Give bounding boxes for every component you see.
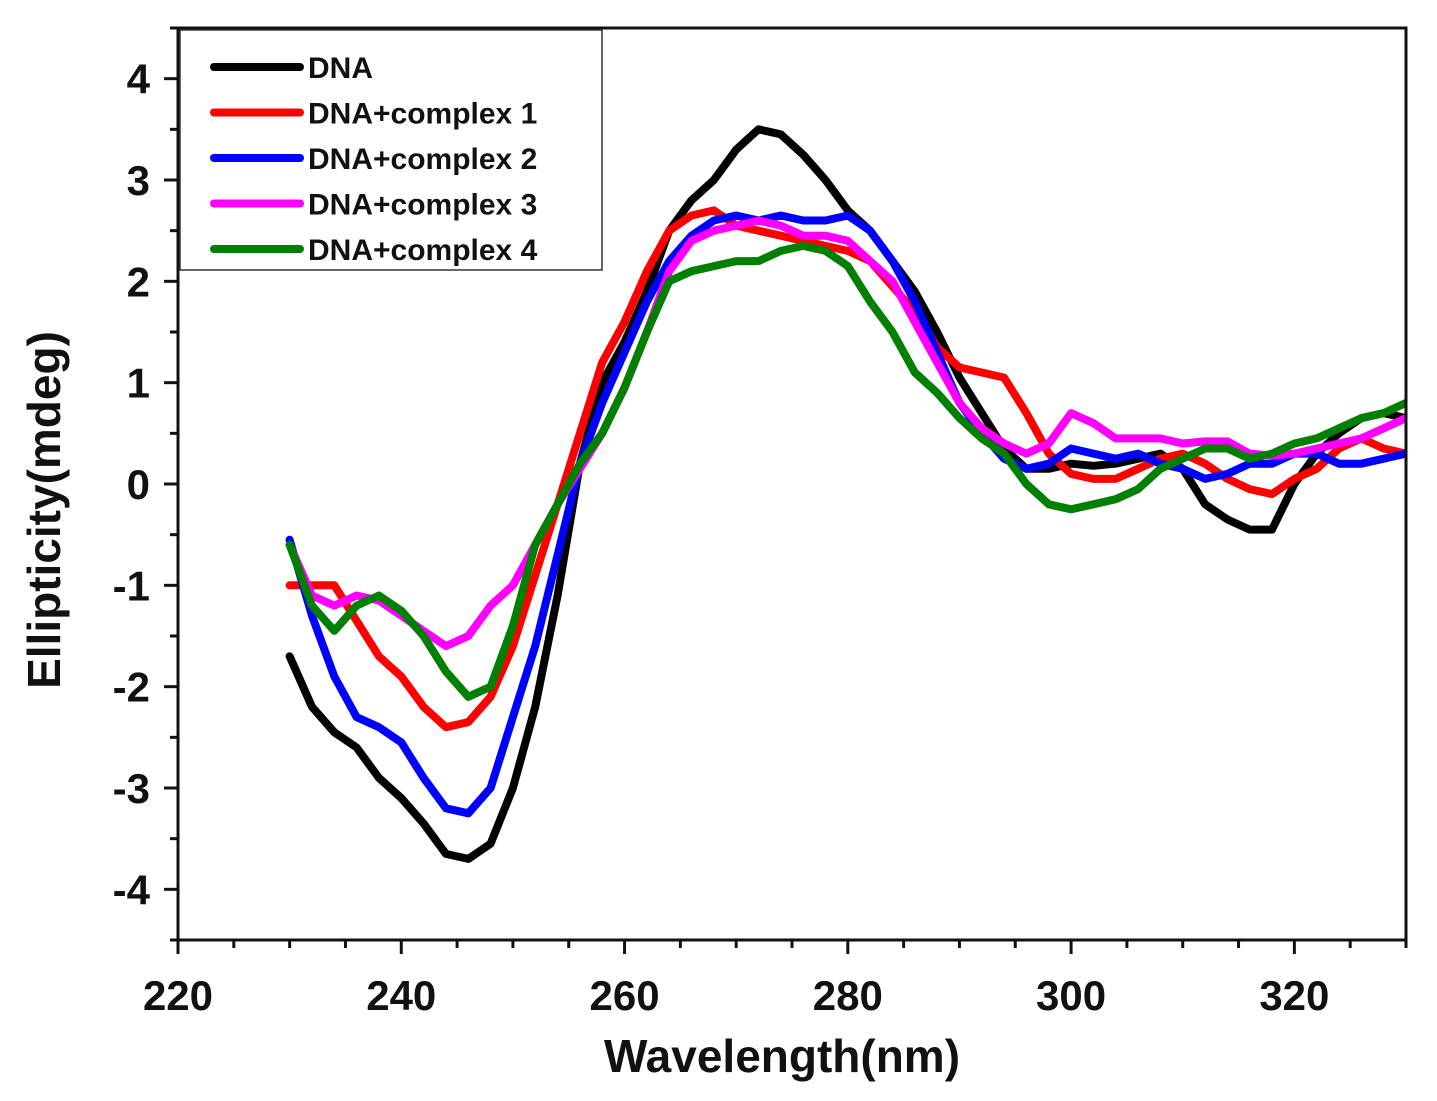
y-tick-label: -2 xyxy=(113,664,150,711)
legend-label: DNA+complex 4 xyxy=(308,234,538,267)
y-tick-label: -4 xyxy=(113,866,151,913)
legend-label: DNA+complex 3 xyxy=(308,189,537,222)
series-line-3 xyxy=(285,211,1406,818)
x-tick-label: 220 xyxy=(143,972,213,1019)
legend-label: DNA xyxy=(308,52,373,85)
series-line-5 xyxy=(285,241,1406,701)
y-tick-label: 3 xyxy=(127,157,150,204)
legend-label: DNA+complex 1 xyxy=(308,98,537,131)
series-line-4 xyxy=(285,216,1406,651)
x-axis-title: Wavelength(nm) xyxy=(604,1030,960,1082)
series-line-1 xyxy=(285,125,1406,863)
x-tick-label: 320 xyxy=(1259,972,1329,1019)
y-tick-label: 0 xyxy=(127,461,150,508)
x-tick-label: 280 xyxy=(813,972,883,1019)
axes: 220 240 260 280 300 320 -4 -3 -2 -1 0 1 2 3 4 xyxy=(113,26,1408,1019)
y-tick-label: -1 xyxy=(113,562,150,609)
y-tick-label: -3 xyxy=(113,765,150,812)
x-tick-label: 260 xyxy=(590,972,660,1019)
y-axis-title: Ellipticity(mdeg) xyxy=(18,331,70,689)
y-tick-label: 2 xyxy=(127,258,150,305)
x-tick-label: 240 xyxy=(366,972,436,1019)
legend: DNA DNA+complex 1 DNA+complex 2 DNA+complex… xyxy=(179,29,603,271)
y-tick-label: 1 xyxy=(127,360,150,407)
y-tick-label: 4 xyxy=(127,56,151,103)
legend-label: DNA+complex 2 xyxy=(308,143,537,176)
plot-layer xyxy=(285,125,1406,863)
x-tick-label: 300 xyxy=(1036,972,1106,1019)
